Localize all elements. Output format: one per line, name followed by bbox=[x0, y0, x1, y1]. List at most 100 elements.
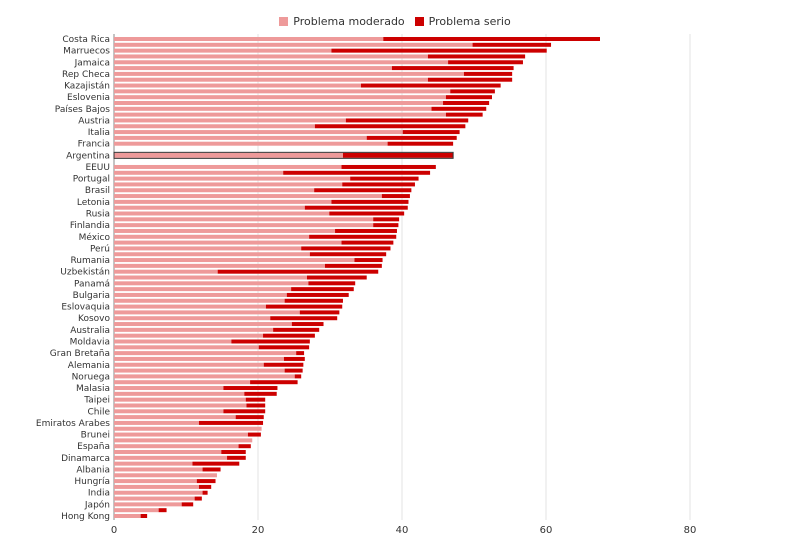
bar-moderado bbox=[114, 263, 325, 268]
bar-serio bbox=[296, 351, 305, 356]
bar-moderado bbox=[114, 246, 302, 251]
bar-moderado bbox=[114, 71, 464, 76]
bar-serio bbox=[244, 391, 277, 396]
bar-serio bbox=[158, 508, 167, 513]
bar-moderado bbox=[114, 374, 295, 379]
bar-moderado bbox=[114, 310, 300, 315]
bar-moderado bbox=[114, 182, 343, 187]
bar-moderado bbox=[114, 514, 141, 518]
category-label: Gran Bretaña bbox=[50, 349, 110, 359]
bar-moderado bbox=[114, 118, 346, 123]
bar-serio bbox=[342, 182, 415, 187]
bar-serio bbox=[286, 292, 349, 297]
bar-serio bbox=[194, 496, 202, 501]
bar-moderado bbox=[114, 356, 284, 361]
bar-serio bbox=[299, 310, 340, 315]
bar-serio bbox=[263, 333, 315, 338]
category-label: Taipei bbox=[83, 396, 110, 406]
bar-moderado bbox=[114, 37, 384, 41]
category-label: Brasil bbox=[85, 186, 110, 196]
bar-moderado bbox=[114, 362, 264, 367]
legend-swatch-serio bbox=[414, 17, 424, 26]
bar-serio bbox=[140, 514, 148, 518]
x-tick-label: 40 bbox=[396, 525, 409, 536]
category-label: Japón bbox=[84, 499, 110, 510]
bar-moderado bbox=[114, 322, 292, 327]
category-label: Eslovaquia bbox=[61, 303, 110, 313]
bar-moderado bbox=[114, 292, 287, 297]
category-label: Rusia bbox=[86, 210, 110, 220]
x-tick-label: 0 bbox=[111, 525, 117, 536]
bar-moderado bbox=[114, 48, 332, 53]
bar-serio bbox=[270, 316, 338, 321]
bar-moderado bbox=[114, 339, 232, 344]
bar-serio bbox=[427, 77, 513, 82]
bar-serio bbox=[223, 409, 266, 414]
bar-serio bbox=[387, 141, 454, 146]
bar-moderado bbox=[114, 135, 367, 140]
category-label: Australia bbox=[70, 326, 110, 336]
category-label: Costa Rica bbox=[62, 35, 110, 45]
category-label: Malasia bbox=[76, 384, 110, 394]
bar-serio bbox=[283, 356, 305, 361]
bar-moderado bbox=[114, 252, 310, 257]
legend-item-moderado[interactable]: Problema moderado bbox=[279, 15, 405, 28]
legend-item-serio[interactable]: Problema serio bbox=[414, 15, 511, 28]
bar-moderado bbox=[114, 240, 342, 245]
bar-serio bbox=[283, 170, 431, 175]
bar-moderado bbox=[114, 258, 355, 263]
bar-moderado bbox=[114, 152, 343, 158]
bar-moderado bbox=[114, 275, 307, 280]
bar-moderado bbox=[114, 66, 392, 71]
bar-serio bbox=[192, 461, 240, 466]
bar-serio bbox=[402, 130, 460, 135]
category-label: India bbox=[88, 489, 110, 499]
bar-serio bbox=[331, 48, 547, 53]
bar-moderado bbox=[114, 205, 305, 210]
bar-serio bbox=[341, 240, 394, 245]
bar-serio bbox=[314, 124, 466, 129]
bar-serio bbox=[258, 345, 310, 350]
bar-serio bbox=[235, 415, 264, 420]
bar-serio bbox=[284, 368, 303, 373]
bar-moderado bbox=[114, 188, 315, 193]
bar-serio bbox=[345, 118, 469, 123]
x-tick-label: 60 bbox=[540, 525, 553, 536]
bar-serio bbox=[350, 176, 419, 181]
bar-moderado bbox=[114, 141, 388, 146]
category-label: Francia bbox=[78, 140, 110, 150]
bar-serio bbox=[198, 420, 264, 425]
bar-serio bbox=[202, 490, 208, 495]
bar-serio bbox=[443, 100, 490, 105]
bar-serio bbox=[431, 106, 487, 111]
bar-moderado bbox=[114, 95, 446, 100]
category-label: España bbox=[77, 442, 110, 452]
bar-serio bbox=[373, 223, 399, 228]
bar-serio bbox=[247, 432, 261, 437]
category-label: Kosovo bbox=[78, 314, 110, 324]
legend-swatch-moderado bbox=[279, 17, 289, 26]
category-label: Moldavia bbox=[70, 337, 110, 347]
bar-moderado bbox=[114, 484, 199, 489]
bar-serio bbox=[196, 479, 216, 484]
bar-moderado bbox=[114, 403, 247, 408]
bar-serio bbox=[284, 298, 343, 303]
bar-moderado bbox=[114, 333, 264, 338]
bar-moderado bbox=[114, 368, 285, 373]
bar-serio bbox=[217, 269, 379, 274]
bar-serio bbox=[463, 71, 513, 76]
bar-moderado bbox=[114, 223, 374, 228]
bar-moderado bbox=[114, 304, 266, 309]
bar-moderado bbox=[114, 106, 432, 111]
category-label: Hong Kong bbox=[61, 512, 110, 522]
bar-serio bbox=[223, 386, 278, 391]
bar-moderado bbox=[114, 316, 271, 321]
legend-label-moderado: Problema moderado bbox=[293, 15, 405, 28]
bar-moderado bbox=[114, 130, 403, 135]
bar-serio bbox=[308, 281, 356, 286]
bar-serio bbox=[245, 397, 266, 402]
bar-serio bbox=[309, 252, 387, 257]
bar-serio bbox=[427, 54, 526, 59]
bar-serio bbox=[181, 502, 194, 507]
bar-moderado bbox=[114, 415, 236, 420]
